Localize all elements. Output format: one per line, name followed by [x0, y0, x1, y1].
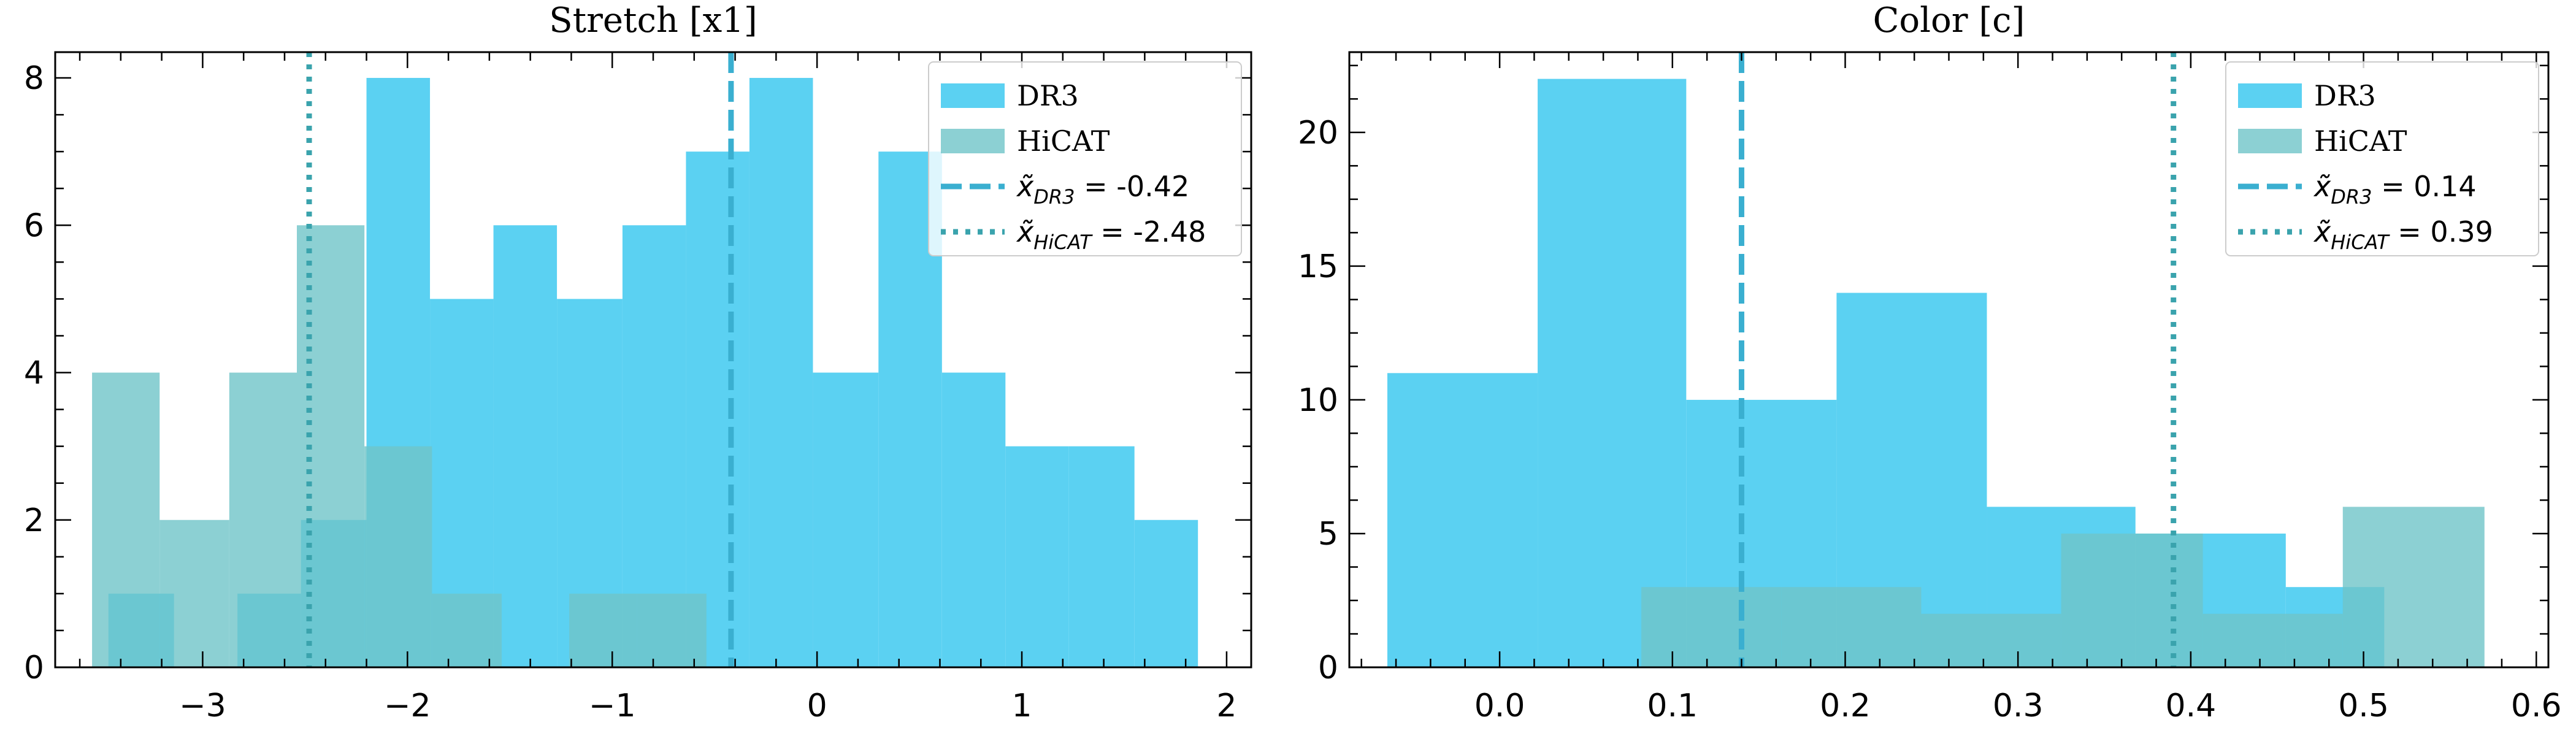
chart-1-bar-hicat-0 — [1641, 587, 1782, 667]
chart-0-ytick-label: 8 — [24, 60, 44, 97]
chart-0-xtick-label: −3 — [179, 688, 226, 724]
chart-0-legend-box — [928, 61, 1242, 256]
chart-0-title: Stretch [x1] — [549, 1, 757, 40]
chart-0-bar-hicat-4 — [364, 446, 432, 667]
chart-1-ytick-label: 15 — [1298, 248, 1338, 285]
chart-0-legend-median-hicat: x̃HiCAT = -2.48 — [1016, 215, 1206, 254]
chart-1-ytick-label: 5 — [1318, 516, 1338, 553]
chart-1-legend-median-dr3: x̃DR3 = 0.14 — [2313, 170, 2477, 209]
chart-1-xtick-label: 0.4 — [2166, 688, 2217, 724]
chart-0-legend-swatch-dr3 — [941, 83, 1005, 108]
chart-0-xtick-label: −1 — [589, 688, 636, 724]
chart-1-legend: DR3 HiCAT x̃DR3 = 0.14 x̃HiCAT = 0.39 — [2225, 61, 2539, 256]
chart-0-bar-dr3-15 — [1068, 446, 1135, 667]
chart-1-ytick-label: 20 — [1298, 115, 1338, 151]
chart-0-bar-dr3-11 — [813, 372, 879, 667]
chart-0-bar-dr3-9 — [686, 151, 749, 667]
color-histogram-panel: Color [c] 0.0 0.1 0.2 0.3 0.4 0.5 0.6 0 5 10 15 20 DR… — [1298, 1, 2562, 724]
chart-1-legend-median-hicat: x̃HiCAT = 0.39 — [2313, 215, 2493, 254]
chart-0-xtick-label: 2 — [1216, 688, 1236, 724]
chart-0-ytick-label: 4 — [24, 355, 44, 392]
chart-1-xtick-label: 0.6 — [2511, 688, 2562, 724]
chart-0-bar-dr3-10 — [749, 78, 813, 667]
chart-1-bar-dr3-0 — [1387, 373, 1538, 667]
chart-0-legend-label-hicat: HiCAT — [1017, 125, 1110, 158]
chart-0-legend-swatch-hicat — [941, 129, 1005, 153]
chart-1-xtick-label: 0.2 — [1820, 688, 1871, 724]
chart-0-bar-hicat-0 — [92, 372, 160, 667]
chart-0-legend-label-dr3: DR3 — [1017, 79, 1079, 112]
chart-1-xtick-label: 0.5 — [2338, 688, 2389, 724]
chart-1-xtick-label: 0.0 — [1474, 688, 1525, 724]
chart-0-bar-dr3-14 — [1005, 446, 1069, 667]
chart-1-bar-hicat-2 — [1921, 613, 2061, 667]
chart-0-ytick-label: 0 — [24, 650, 44, 686]
chart-1-ytick-label: 10 — [1298, 382, 1338, 419]
chart-1-bar-hicat-3 — [2061, 533, 2203, 667]
chart-0-bar-hicat-2 — [229, 372, 297, 667]
chart-1-series-hicat — [1641, 507, 2485, 667]
chart-1-xtick-label: 0.1 — [1647, 688, 1698, 724]
chart-0-xtick-label: −2 — [384, 688, 431, 724]
chart-0-bar-hicat-8 — [637, 593, 707, 667]
chart-0-ytick-label: 6 — [24, 207, 44, 244]
chart-0-xtick-label: 1 — [1011, 688, 1032, 724]
chart-0-bar-hicat-7 — [569, 593, 637, 667]
chart-1-bar-hicat-5 — [2342, 507, 2485, 667]
chart-0-ytick-label: 2 — [24, 502, 44, 539]
chart-1-bar-hicat-1 — [1781, 587, 1922, 667]
chart-0-bar-dr3-6 — [493, 225, 558, 667]
chart-1-legend-swatch-hicat — [2238, 129, 2302, 153]
chart-1-legend-label-dr3: DR3 — [2314, 79, 2376, 112]
chart-0-bar-dr3-13 — [941, 372, 1006, 667]
chart-0-bar-hicat-1 — [159, 519, 229, 667]
chart-1-legend-label-hicat: HiCAT — [2314, 125, 2407, 158]
chart-1-xtick-label: 0.3 — [1993, 688, 2044, 724]
chart-0-bar-dr3-16 — [1134, 519, 1198, 667]
chart-0-legend: DR3 HiCAT x̃DR3 = -0.42 x̃HiCAT = -2.48 — [928, 61, 1242, 256]
chart-1-ytick-label: 0 — [1318, 650, 1338, 686]
chart-0-legend-median-dr3: x̃DR3 = -0.42 — [1016, 170, 1189, 209]
chart-1-legend-box — [2225, 61, 2539, 256]
chart-0-xtick-label: 0 — [807, 688, 827, 724]
chart-1-bar-hicat-4 — [2202, 613, 2343, 667]
chart-1-bar-dr3-1 — [1538, 79, 1687, 667]
chart-1-title: Color [c] — [1873, 1, 2025, 40]
chart-0-bar-hicat-5 — [432, 593, 502, 667]
chart-1-legend-swatch-dr3 — [2238, 83, 2302, 108]
stretch-histogram-panel: Stretch [x1] −3 −2 −1 0 1 2 0 2 4 6 8 DR3 HiCAT x̃DR3 … — [24, 1, 1252, 724]
